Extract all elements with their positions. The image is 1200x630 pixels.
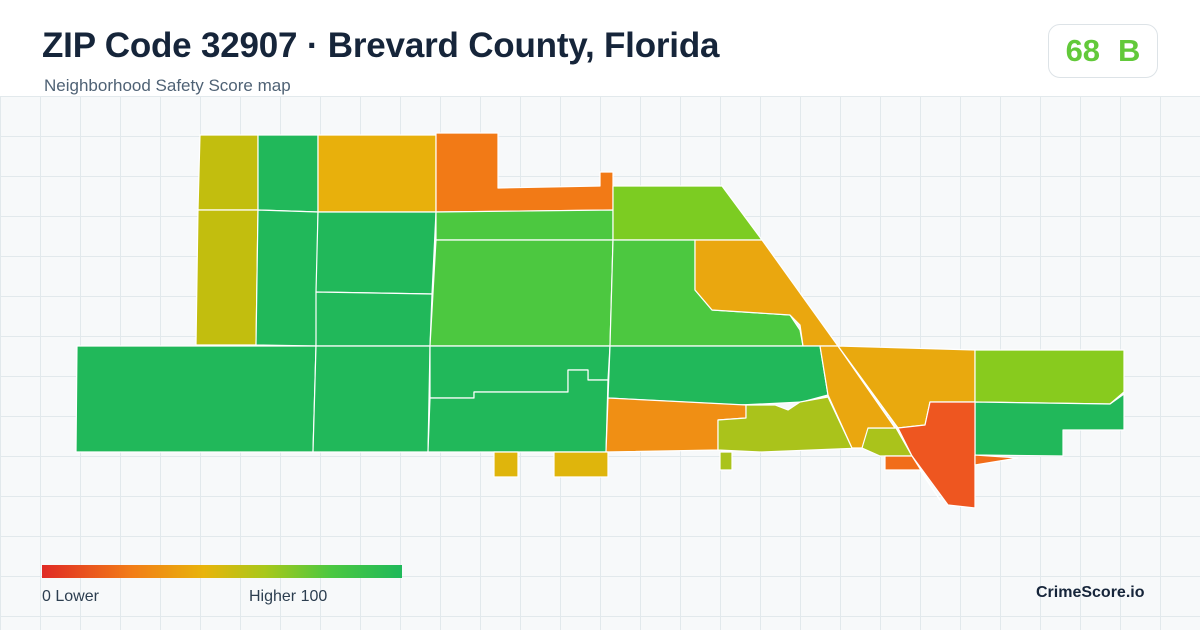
map-region[interactable]: [435, 209, 614, 241]
map-region[interactable]: [427, 369, 609, 453]
map-region[interactable]: [312, 345, 431, 453]
map-region[interactable]: [974, 349, 1125, 405]
map-region[interactable]: [974, 454, 1019, 466]
map-region[interactable]: [435, 132, 614, 213]
legend-gradient-bar: [42, 565, 402, 578]
map-region[interactable]: [607, 345, 829, 406]
legend-low-label: 0 Lower: [42, 588, 99, 605]
map-region[interactable]: [257, 134, 319, 213]
map-region[interactable]: [612, 185, 763, 241]
header-band: [0, 0, 1200, 96]
legend-high-label: Higher 100: [249, 588, 328, 605]
page-title: ZIP Code 32907 · Brevard County, Florida: [42, 26, 720, 65]
map-region[interactable]: [493, 451, 519, 478]
map-region[interactable]: [197, 134, 259, 211]
map-region[interactable]: [255, 209, 319, 347]
map-region[interactable]: [884, 455, 941, 501]
page-subtitle: Neighborhood Safety Score map: [44, 76, 291, 95]
score-value: 68: [1065, 33, 1101, 68]
map-region[interactable]: [429, 239, 614, 347]
map-region[interactable]: [75, 345, 317, 453]
brand-logo-text: CrimeScore.io: [1036, 584, 1145, 601]
map-region[interactable]: [315, 291, 433, 347]
map-region[interactable]: [195, 209, 259, 346]
map-region[interactable]: [317, 134, 437, 213]
legend-labels: 0 Lower Higher 100: [42, 588, 402, 608]
map-region[interactable]: [553, 451, 609, 478]
map-region[interactable]: [694, 239, 839, 347]
score-grade: B: [1118, 33, 1141, 68]
safety-score-badge: 68 B: [1048, 24, 1158, 78]
map-region[interactable]: [897, 401, 976, 509]
map-region[interactable]: [974, 393, 1125, 457]
map-region[interactable]: [315, 211, 437, 295]
map-region[interactable]: [719, 451, 733, 471]
